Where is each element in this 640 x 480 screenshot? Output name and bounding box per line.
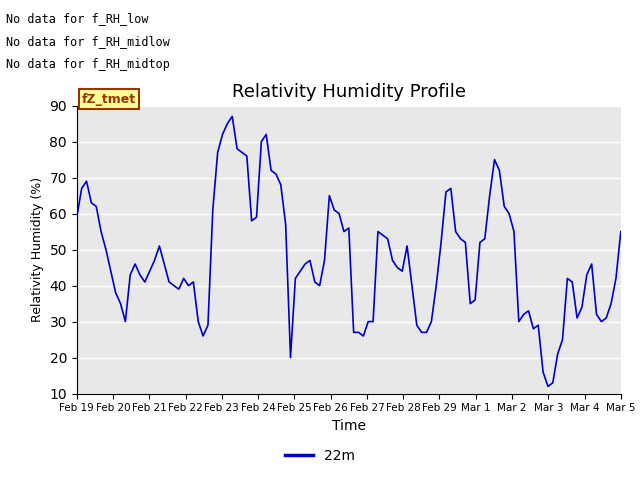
Text: No data for f_RH_midlow: No data for f_RH_midlow [6, 35, 170, 48]
Title: Relativity Humidity Profile: Relativity Humidity Profile [232, 83, 466, 101]
Legend: 22m: 22m [280, 443, 360, 468]
X-axis label: Time: Time [332, 419, 366, 433]
Text: No data for f_RH_low: No data for f_RH_low [6, 12, 149, 25]
Text: fZ_tmet: fZ_tmet [82, 93, 136, 106]
Text: No data for f_RH_midtop: No data for f_RH_midtop [6, 58, 170, 71]
Y-axis label: Relativity Humidity (%): Relativity Humidity (%) [31, 177, 44, 322]
